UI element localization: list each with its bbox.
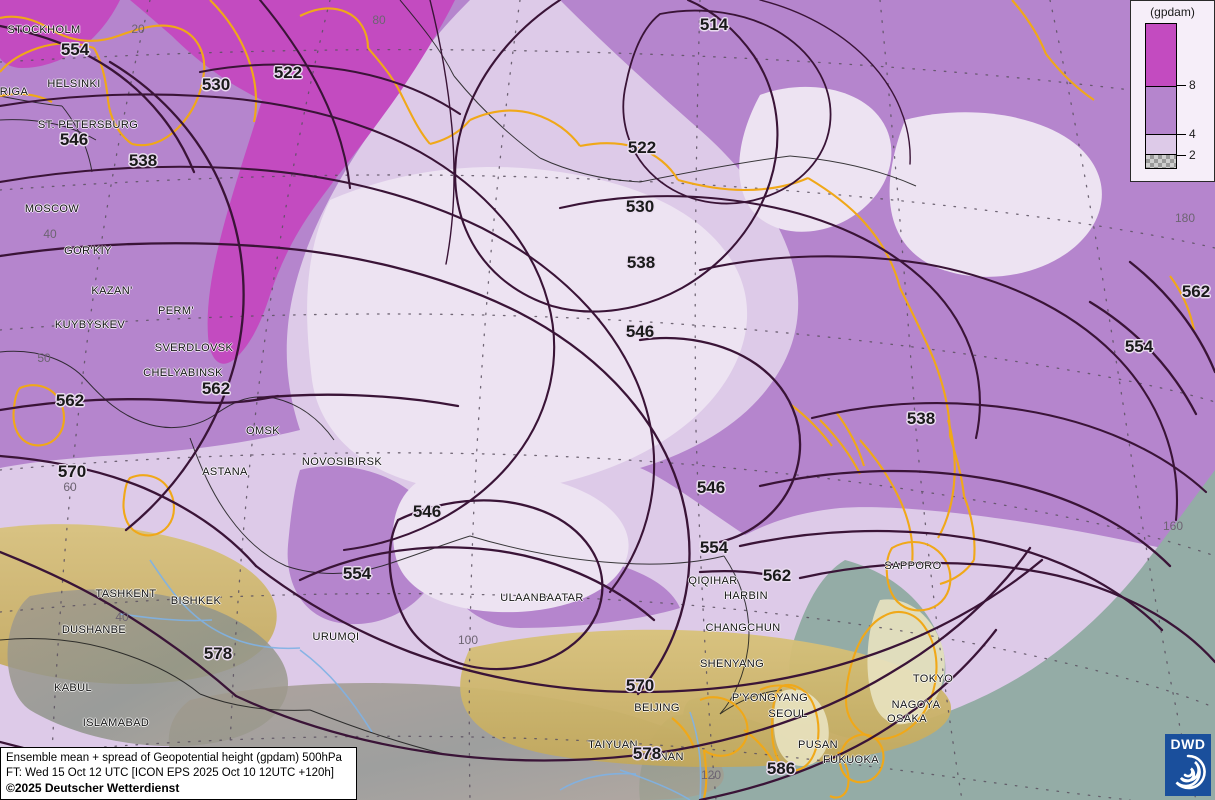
contour-530: [0, 93, 556, 552]
contour-546-right: [758, 469, 1172, 568]
dwd-logo[interactable]: DWD: [1165, 734, 1211, 796]
contour-554: [0, 24, 196, 174]
contour-554-s: [298, 546, 656, 622]
legend-tick-label: 8: [1189, 78, 1196, 92]
contour-570: [0, 454, 258, 568]
contour-578-e: [234, 694, 678, 762]
contour-570-far: [860, 558, 1044, 660]
contour-562: [0, 394, 280, 412]
spread-band-high: [130, 0, 455, 364]
ocean-pacific: [700, 470, 1215, 800]
contour-538-east: [698, 255, 1178, 522]
contour-554-main: [108, 60, 245, 532]
legend-band-spread-4-to-8: [1146, 86, 1176, 134]
legend-band-spread-2-to-4: [1146, 134, 1176, 154]
contour-578-far: [674, 546, 1032, 752]
country-borders: [0, 0, 917, 755]
dwd-logo-text: DWD: [1170, 736, 1206, 752]
legend-tick: [1177, 155, 1186, 156]
contour-586-e: [698, 628, 998, 800]
legend-tick: [1177, 85, 1186, 86]
legend-tick: [1177, 134, 1186, 135]
contour-546: [0, 242, 691, 696]
legend-tick-label: 2: [1189, 148, 1196, 162]
contour-530-east: [558, 195, 981, 440]
legend-colorbar[interactable]: [1145, 23, 1177, 169]
spread-legend[interactable]: (gpdam) 8 4 2: [1130, 0, 1215, 182]
legend-tick-label: 4: [1189, 127, 1196, 141]
contour-538: [0, 165, 656, 594]
product-caption: Ensemble mean + spread of Geopotential h…: [0, 747, 357, 800]
contour-514: [622, 9, 832, 205]
contour-554-e: [738, 529, 1164, 632]
spread-band-lowest: [307, 167, 748, 492]
contour-thin-n: [759, 0, 911, 165]
contour-522-label-line: [198, 63, 462, 116]
contour-546-lobe: [638, 336, 802, 544]
spiral-icon: [1175, 754, 1206, 790]
contour-546-cut: [388, 499, 604, 671]
contour-522-west: [258, 0, 352, 190]
contour-578: [0, 550, 238, 698]
contour-thin-nw: [429, 0, 455, 265]
contour-554-far: [1088, 300, 1198, 416]
contour-570-e: [254, 564, 864, 694]
terrain-lowland-japan: [867, 599, 945, 725]
legend-band-spread-lt-2: [1146, 154, 1176, 168]
contour-522: [454, 0, 779, 313]
contour-562-right: [1128, 260, 1215, 374]
contour-538-right: [810, 401, 1208, 494]
caption-title-line: Ensemble mean + spread of Geopotential h…: [6, 752, 342, 765]
legend-title: (gpdam): [1150, 5, 1195, 19]
contour-562-mid: [698, 570, 776, 578]
contour-562-main: [256, 393, 460, 408]
caption-copyright-line: ©2025 Deutscher Wetterdienst: [6, 780, 180, 795]
spread-band-lowest-2: [393, 472, 629, 613]
spread-band-lowest-4: [889, 112, 1102, 277]
legend-band-spread-gt-8: [1146, 24, 1176, 86]
caption-validtime-line: FT: Wed 15 Oct 12 UTC [ICON EPS 2025 Oct…: [6, 766, 334, 779]
